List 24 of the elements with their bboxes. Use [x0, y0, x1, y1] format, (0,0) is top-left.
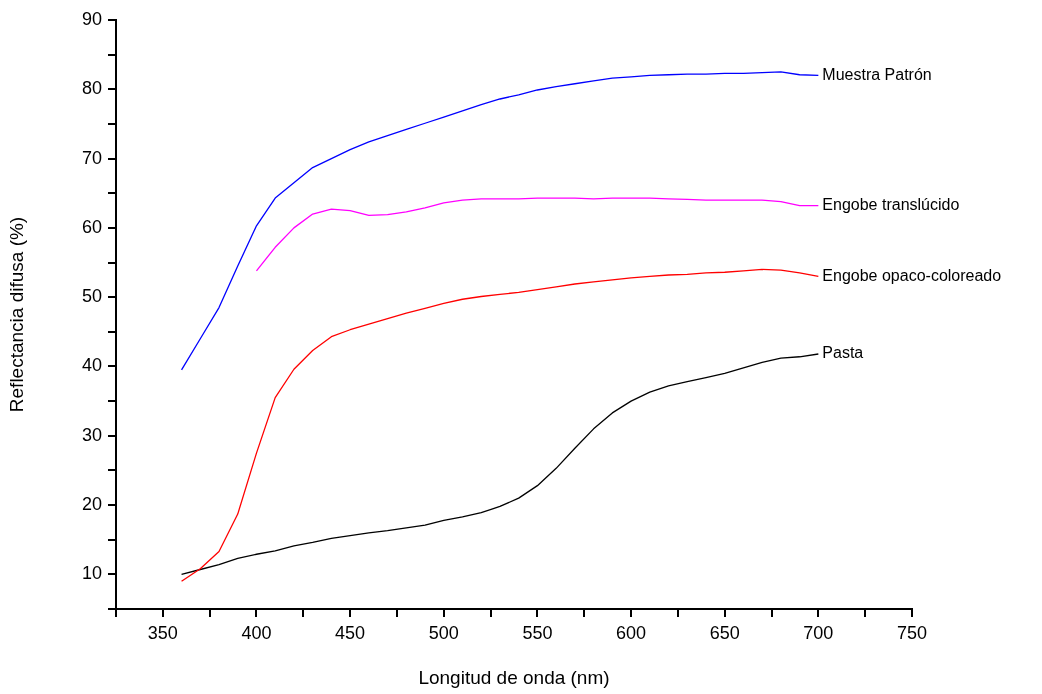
series-label: Muestra Patrón — [822, 65, 932, 83]
x-tick-label: 550 — [522, 622, 553, 643]
y-tick-label: 50 — [81, 286, 102, 307]
x-tick-label: 750 — [896, 622, 928, 643]
y-tick-label: 10 — [81, 563, 102, 584]
x-tick-label: 600 — [616, 622, 647, 643]
x-tick-label: 350 — [147, 622, 178, 643]
series-label: Pasta — [822, 344, 864, 362]
y-tick-label: 20 — [81, 494, 102, 515]
y-tick-label: 80 — [81, 78, 102, 99]
y-tick-label: 90 — [81, 8, 102, 29]
x-tick-label: 450 — [335, 622, 366, 643]
series-label: Engobe translúcido — [822, 196, 960, 214]
y-tick-label: 60 — [81, 216, 102, 237]
x-tick-label: 400 — [241, 622, 272, 643]
x-tick-label: 700 — [803, 622, 834, 643]
y-tick-label: 40 — [81, 355, 102, 376]
y-tick-label: 70 — [81, 147, 102, 168]
series-label: Engobe opaco-coloreado — [822, 266, 1002, 284]
x-tick-label: 650 — [709, 622, 740, 643]
x-axis-title: Longitud de onda (nm) — [418, 666, 610, 688]
x-tick-label: 500 — [428, 622, 459, 643]
y-axis-title: Reflectancia difusa (%) — [5, 216, 27, 413]
y-tick-label: 30 — [81, 424, 102, 445]
